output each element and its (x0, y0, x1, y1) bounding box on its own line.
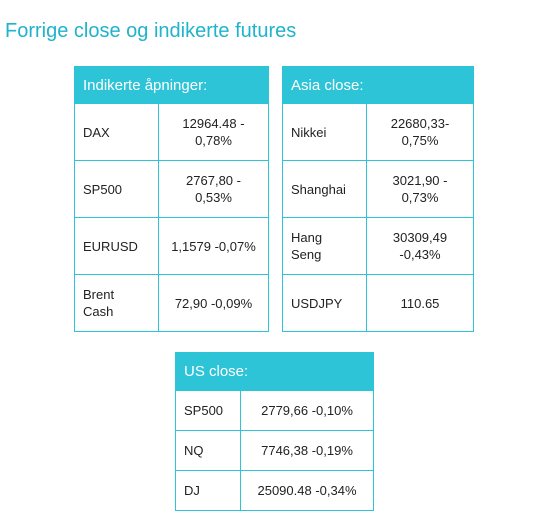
label-cell: Shanghai (282, 160, 367, 218)
label-cell: NQ (175, 430, 241, 471)
label-cell: SP500 (74, 160, 159, 218)
header-row: Indikerte åpninger: (74, 66, 269, 104)
label-cell: Brent Cash (74, 274, 159, 332)
value-cell: 22680,33- 0,75% (365, 103, 475, 161)
value-cell: 2767,80 - 0,53% (158, 160, 269, 218)
table-row: SP500 2779,66 -0,10% (175, 390, 375, 431)
value-cell: 25090.48 -0,34% (239, 470, 375, 511)
label-cell: Hang Seng (282, 217, 367, 275)
table-row: Brent Cash 72,90 -0,09% (74, 274, 269, 332)
label-cell: DJ (175, 470, 241, 511)
table-row: DAX 12964.48 - 0,78% (74, 103, 269, 161)
label-cell: USDJPY (282, 274, 367, 332)
table-row: Shanghai 3021,90 - 0,73% (282, 160, 475, 218)
label-cell: Nikkei (282, 103, 367, 161)
table-row: DJ 25090.48 -0,34% (175, 470, 375, 511)
label-cell: EURUSD (74, 217, 159, 275)
table-row: Hang Seng 30309,49 -0,43% (282, 217, 475, 275)
page-title: Forrige close og indikerte futures (5, 20, 297, 42)
value-cell: 3021,90 - 0,73% (365, 160, 475, 218)
table-row: USDJPY 110.65 (282, 274, 475, 332)
header-row: Asia close: (281, 66, 475, 104)
table-header: Indikerte åpninger: (74, 66, 269, 104)
value-cell: 12964.48 - 0,78% (158, 103, 269, 161)
value-cell: 110.65 (365, 274, 475, 332)
value-cell: 72,90 -0,09% (158, 274, 269, 332)
value-cell: 2779,66 -0,10% (239, 390, 375, 431)
table-header: Asia close: (281, 66, 475, 104)
label-cell: DAX (74, 103, 159, 161)
table-row: NQ 7746,38 -0,19% (175, 430, 375, 471)
table-row: Nikkei 22680,33- 0,75% (282, 103, 475, 161)
table-row: EURUSD 1,1579 -0,07% (74, 217, 269, 275)
data-table: Asia close: Nikkei 22680,33- 0,75% Shanghai… (281, 66, 475, 332)
header-row: US close: (174, 352, 375, 391)
data-table: Indikerte åpninger: DAX 12964.48 - 0,78% SP… (74, 66, 269, 332)
label-cell: SP500 (175, 390, 241, 431)
table-header: US close: (174, 352, 375, 391)
value-cell: 7746,38 -0,19% (239, 430, 375, 471)
value-cell: 1,1579 -0,07% (158, 217, 269, 275)
table-row: SP500 2767,80 - 0,53% (74, 160, 269, 218)
value-cell: 30309,49 -0,43% (365, 217, 475, 275)
data-table: US close: SP500 2779,66 -0,10% NQ 7746,38 -0… (174, 352, 375, 511)
